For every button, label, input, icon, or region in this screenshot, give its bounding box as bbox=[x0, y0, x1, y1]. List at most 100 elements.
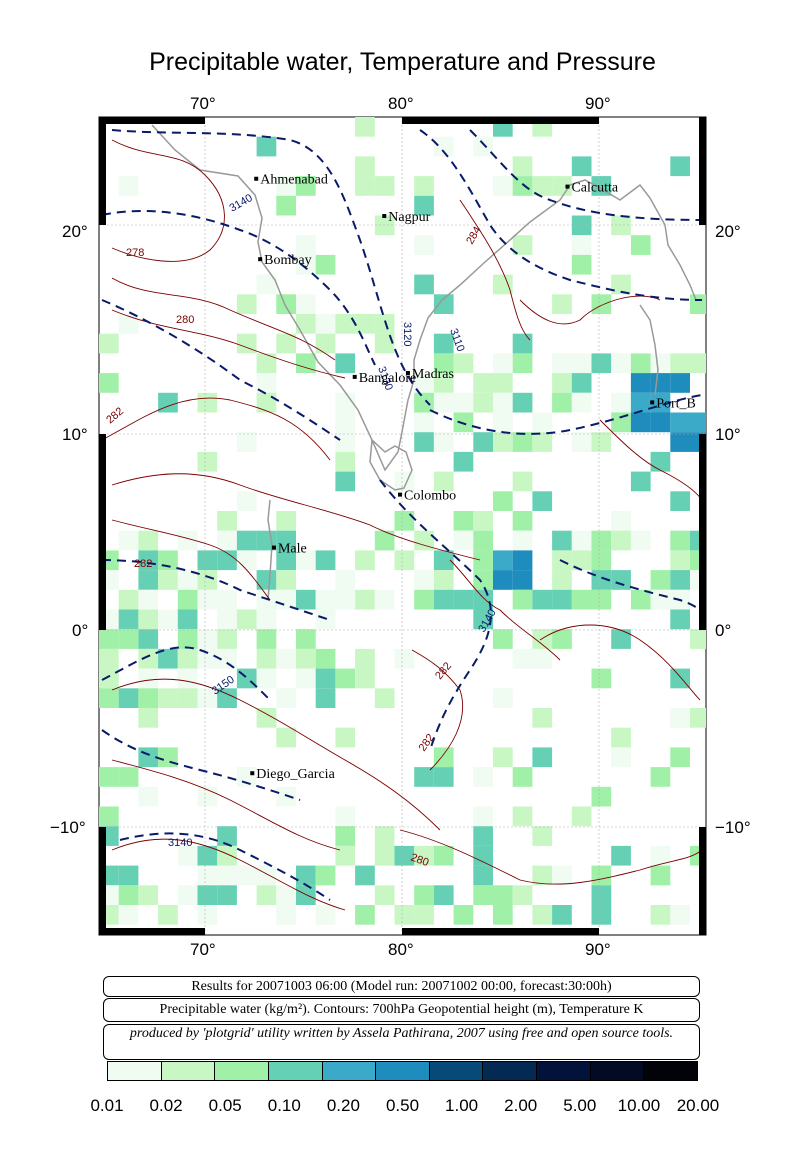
precip-cell bbox=[493, 373, 513, 393]
precip-cell bbox=[138, 570, 159, 590]
precip-cell bbox=[118, 176, 139, 196]
precip-cell bbox=[177, 589, 198, 610]
legend-label: 5.00 bbox=[563, 1096, 597, 1115]
precip-cell bbox=[256, 609, 277, 630]
legend-label: 0.20 bbox=[326, 1096, 360, 1115]
precip-cell bbox=[591, 905, 612, 925]
precip-cell bbox=[276, 195, 296, 216]
precip-cell bbox=[355, 156, 375, 177]
precip-cell bbox=[512, 353, 533, 374]
precip-cell bbox=[670, 353, 690, 374]
precip-cell bbox=[473, 845, 493, 866]
precip-cell bbox=[512, 885, 533, 905]
legend-swatch bbox=[428, 1062, 483, 1080]
precip-cell bbox=[99, 333, 119, 354]
precip-cell bbox=[532, 865, 553, 886]
precip-cell bbox=[414, 392, 434, 413]
precip-cell bbox=[217, 688, 237, 708]
precip-cell bbox=[236, 865, 257, 886]
precip-cell bbox=[374, 530, 395, 551]
precip-cell bbox=[138, 648, 159, 669]
precip-cell bbox=[99, 767, 119, 787]
precip-cell bbox=[473, 550, 493, 571]
precip-cell bbox=[394, 905, 415, 925]
precip-cell bbox=[197, 570, 218, 590]
precip-cell bbox=[177, 885, 198, 905]
precip-cell bbox=[552, 570, 572, 590]
precip-cell bbox=[493, 550, 513, 571]
city-marker bbox=[258, 257, 263, 262]
precip-cell bbox=[493, 629, 513, 649]
precip-cell bbox=[276, 727, 296, 748]
precip-cell bbox=[611, 274, 631, 295]
precip-cell bbox=[118, 609, 139, 630]
city-marker bbox=[271, 545, 276, 550]
contour-label: 278 bbox=[126, 247, 144, 259]
precip-cell bbox=[177, 629, 198, 649]
precip-cell bbox=[414, 432, 434, 452]
legend-swatch bbox=[643, 1062, 698, 1080]
precip-cell bbox=[552, 589, 572, 610]
precip-cell bbox=[296, 589, 316, 610]
city-markers: AhmenabadNagpurCalcuttaBombayBangaloreMa… bbox=[250, 173, 696, 782]
precip-cell bbox=[433, 471, 454, 492]
precip-cell bbox=[256, 353, 277, 374]
precip-cell bbox=[493, 353, 513, 374]
precip-cell bbox=[473, 511, 493, 531]
precip-cell bbox=[690, 708, 706, 728]
precip-cell bbox=[276, 905, 296, 925]
precip-cell bbox=[256, 136, 277, 157]
precip-cell bbox=[355, 905, 375, 925]
precip-cell bbox=[138, 550, 159, 571]
precip-cell bbox=[335, 589, 356, 610]
precip-cell bbox=[315, 865, 336, 886]
precip-cell bbox=[630, 530, 651, 551]
precip-cell bbox=[493, 905, 513, 925]
precip-cell bbox=[512, 333, 533, 354]
legend-label: 2.00 bbox=[504, 1096, 538, 1115]
precip-cell bbox=[433, 767, 454, 787]
contour-label: 280 bbox=[176, 314, 194, 326]
precip-cell bbox=[493, 491, 513, 511]
precip-cell bbox=[335, 314, 356, 334]
precip-cell bbox=[414, 176, 434, 196]
precip-cell bbox=[138, 885, 159, 905]
precip-cell bbox=[591, 865, 612, 886]
precip-cell bbox=[177, 609, 198, 630]
precip-cell bbox=[374, 885, 395, 905]
precip-cell bbox=[355, 176, 375, 196]
precip-cell bbox=[512, 767, 533, 787]
precip-cell bbox=[355, 668, 375, 689]
precip-cell bbox=[493, 176, 513, 196]
precip-cell bbox=[197, 392, 218, 413]
geopotential-contours bbox=[101, 129, 703, 901]
legend-swatch bbox=[536, 1062, 590, 1080]
lon-label-top: 70° bbox=[190, 94, 216, 113]
precip-cell bbox=[118, 905, 139, 925]
precip-cell bbox=[414, 905, 434, 925]
precip-cell bbox=[414, 589, 434, 610]
city-label: Colombo bbox=[404, 489, 456, 504]
precip-cell bbox=[118, 885, 139, 905]
legend-swatch bbox=[375, 1062, 429, 1080]
variables-info-text: Precipitable water (kg/m²). Contours: 70… bbox=[159, 1002, 644, 1017]
precip-cell bbox=[512, 176, 533, 196]
lat-label-right: 20° bbox=[715, 222, 741, 241]
precip-cell bbox=[335, 392, 356, 413]
precip-cell bbox=[473, 570, 493, 590]
precip-cell bbox=[374, 845, 395, 866]
precip-cell bbox=[453, 589, 474, 610]
precip-cell bbox=[532, 412, 553, 433]
contour-label: 282 bbox=[134, 558, 152, 570]
precip-cell bbox=[217, 845, 237, 866]
precip-cell bbox=[374, 826, 395, 846]
precip-cell bbox=[158, 648, 178, 669]
precip-cell bbox=[138, 609, 159, 630]
precip-cell bbox=[552, 294, 572, 314]
lon-label-bottom: 90° bbox=[585, 940, 611, 959]
precip-cell bbox=[374, 215, 395, 236]
contour-label: 3140 bbox=[168, 837, 192, 849]
precip-cell bbox=[197, 451, 218, 472]
precip-cell bbox=[276, 294, 296, 314]
precip-cell bbox=[197, 629, 218, 649]
